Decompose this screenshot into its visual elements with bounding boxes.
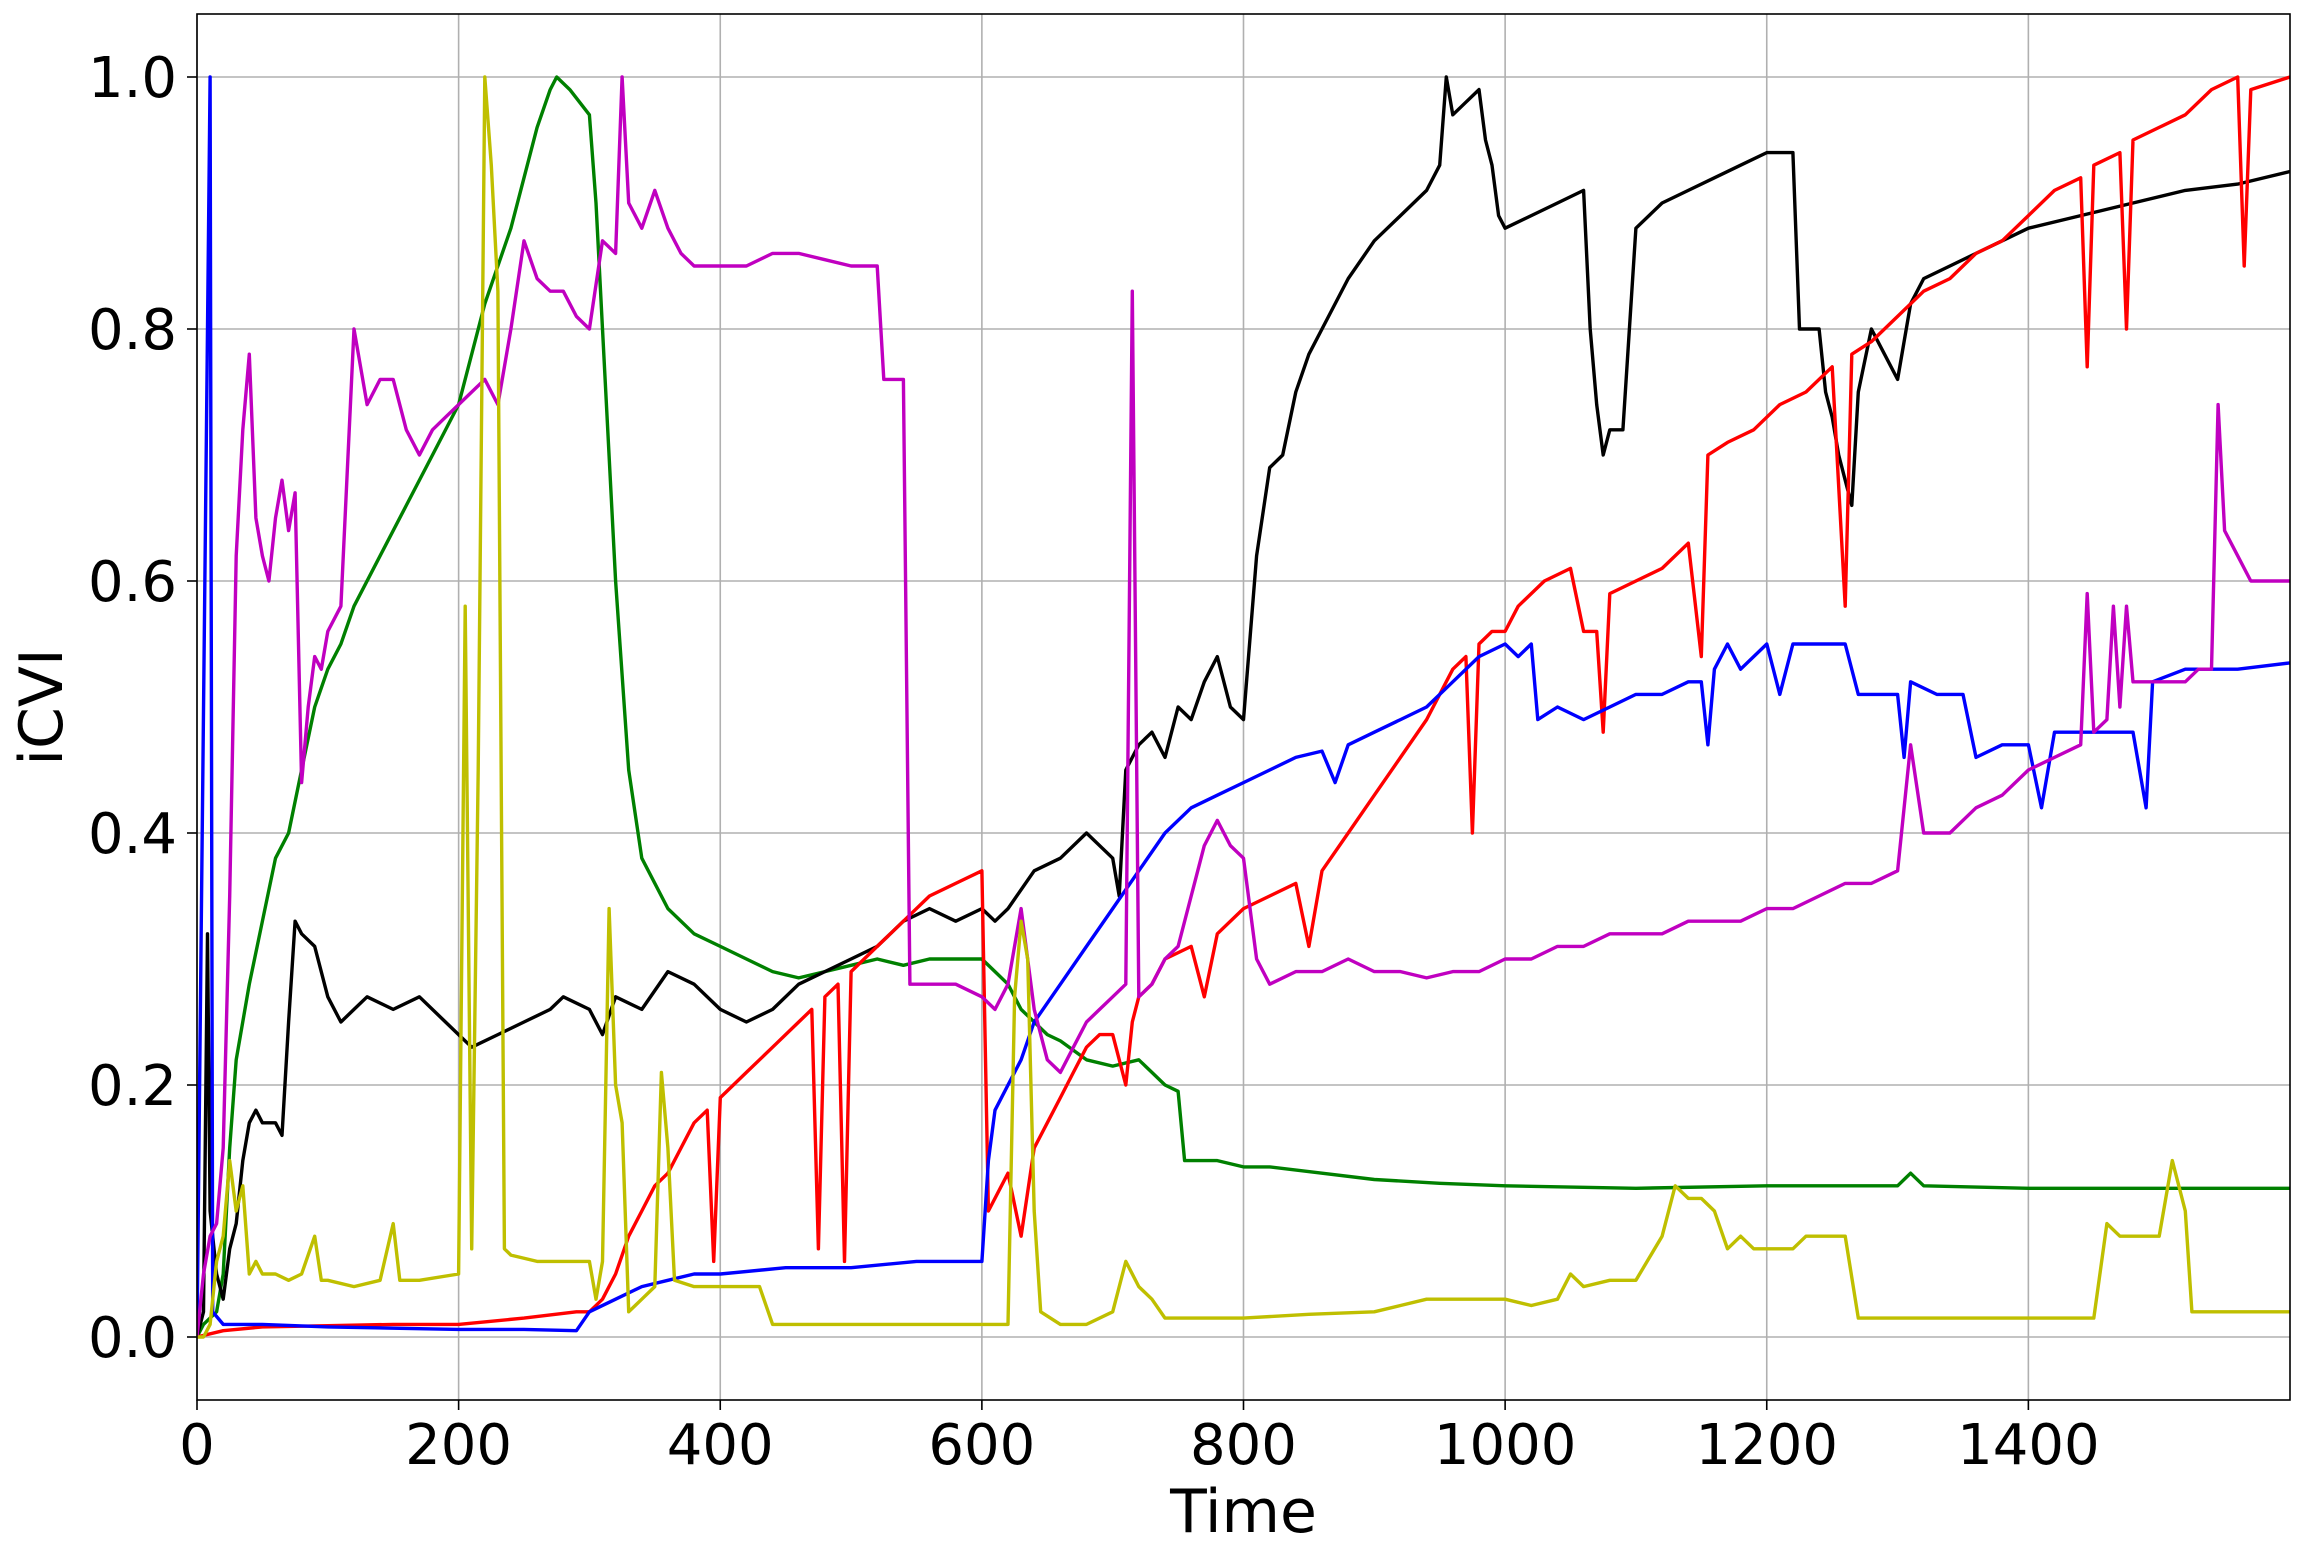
- y-tick-label: 1.0: [88, 46, 177, 111]
- x-tick-label: 0: [179, 1413, 215, 1478]
- y-tick-label: 0.8: [88, 298, 177, 363]
- x-tick-label: 1400: [1957, 1413, 2100, 1478]
- x-tick-label: 1000: [1434, 1413, 1577, 1478]
- series-line-1: [197, 75, 2290, 1339]
- x-tick-label: 200: [405, 1413, 512, 1478]
- y-tick-label: 0.2: [88, 1054, 177, 1119]
- series-line-4: [197, 75, 2290, 1339]
- tick-marks: [187, 76, 2030, 1410]
- x-axis-title: Time: [1169, 1477, 1317, 1547]
- y-tick-label: 0.6: [88, 550, 177, 615]
- x-tick-label: 800: [1190, 1413, 1297, 1478]
- y-tick-label: 0.4: [88, 802, 177, 867]
- y-tick-label: 0.0: [88, 1306, 177, 1371]
- x-tick-labels: 0 200 400 600 800 1000 1200 1400: [179, 1413, 2099, 1478]
- x-tick-label: 400: [667, 1413, 774, 1478]
- series-lines: [197, 75, 2290, 1339]
- y-tick-labels: 0.0 0.2 0.4 0.6 0.8 1.0: [88, 46, 177, 1371]
- y-axis-title: iCVI: [7, 648, 77, 765]
- series-line-3: [197, 75, 2290, 1339]
- series-line-2: [197, 75, 2290, 1339]
- series-line-6: [197, 75, 2290, 1339]
- series-line-5: [197, 75, 2290, 1339]
- x-tick-label: 1200: [1695, 1413, 1838, 1478]
- x-tick-label: 600: [928, 1413, 1035, 1478]
